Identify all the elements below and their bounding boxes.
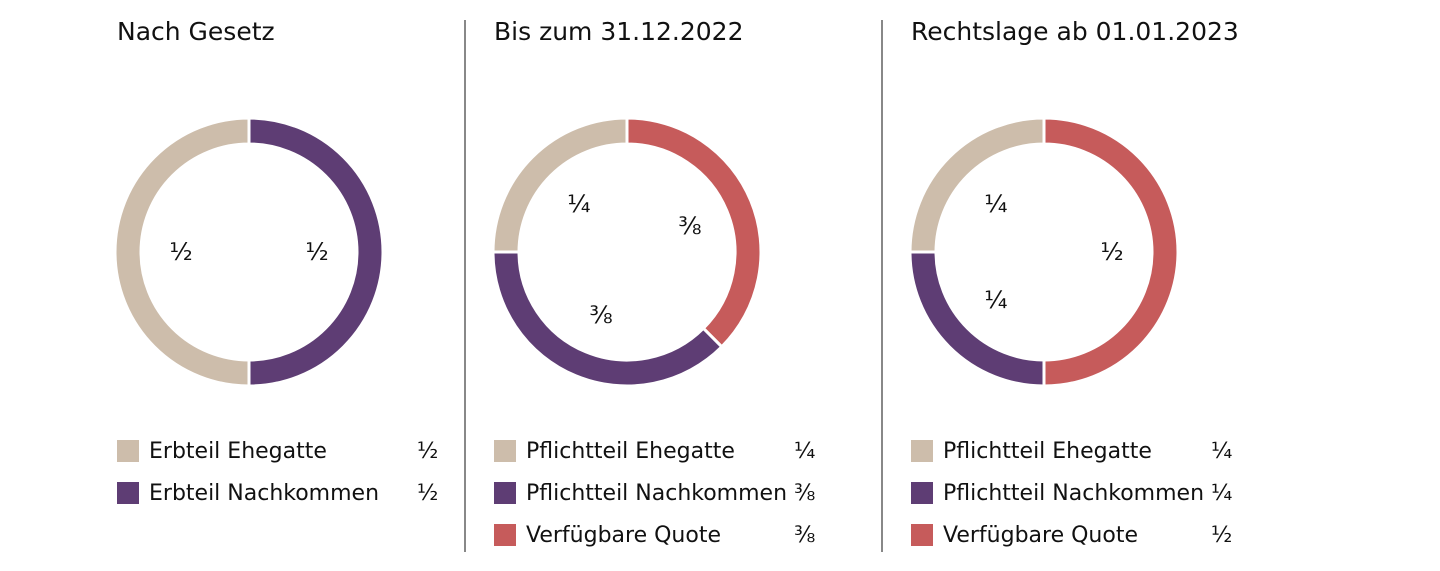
segment-label: ⅜ [678,212,701,240]
legend-swatch [117,482,139,504]
donut-chart: ½½ [113,116,385,388]
legend-swatch [911,440,933,462]
segment-label: ⅜ [589,301,612,329]
donut-segment [491,116,629,254]
legend-value: ½ [1211,522,1233,548]
donut-chart: ⅜ ⅜ ¼ [491,116,763,388]
donut-segment [908,116,1046,254]
divider [881,20,883,552]
divider [464,20,466,552]
donut-chart: ½ ¼ ¼ [908,116,1180,388]
legend-item: Erbteil Ehegatte ½ [117,430,447,472]
legend-label: Verfügbare Quote [526,522,721,548]
legend-item: Verfügbare Quote ½ [911,514,1241,556]
legend-value: ¼ [1211,480,1233,506]
legend-label: Pflichtteil Nachkommen [943,480,1205,506]
legend-item: Pflichtteil Ehegatte ¼ [911,430,1241,472]
legend-label: Erbteil Nachkommen [149,480,380,506]
legend: Pflichtteil Ehegatte ¼ Pflichtteil Nachk… [911,430,1241,556]
legend-swatch [494,482,516,504]
legend-value: ½ [417,480,439,506]
legend-swatch [494,440,516,462]
legend-value: ⅜ [794,480,816,506]
segment-label: ¼ [567,190,590,218]
segment-label: ½ [305,238,328,266]
donut-segment [113,116,251,388]
legend-swatch [494,524,516,546]
legend-swatch [911,482,933,504]
legend-item: Erbteil Nachkommen ½ [117,472,447,514]
legend-value: ⅜ [794,522,816,548]
segment-label: ½ [169,238,192,266]
segment-label: ½ [1100,238,1123,266]
legend: Pflichtteil Ehegatte ¼ Pflichtteil Nachk… [494,430,824,556]
chart-title: Nach Gesetz [117,17,275,46]
legend-item: Verfügbare Quote ⅜ [494,514,824,556]
chart-title: Rechtslage ab 01.01.2023 [911,17,1239,46]
legend-label: Erbteil Ehegatte [149,438,327,464]
legend-label: Pflichtteil Ehegatte [943,438,1152,464]
legend-value: ¼ [1211,438,1233,464]
legend-label: Pflichtteil Ehegatte [526,438,735,464]
segment-label: ¼ [984,190,1007,218]
legend-item: Pflichtteil Ehegatte ¼ [494,430,824,472]
legend-value: ½ [417,438,439,464]
legend-swatch [911,524,933,546]
chart-title: Bis zum 31.12.2022 [494,17,744,46]
legend-item: Pflichtteil Nachkommen ⅜ [494,472,824,514]
legend: Erbteil Ehegatte ½ Erbteil Nachkommen ½ [117,430,447,514]
legend-label: Verfügbare Quote [943,522,1138,548]
legend-value: ¼ [794,438,816,464]
legend-label: Pflichtteil Nachkommen [526,480,788,506]
donut-segment [908,250,1046,388]
legend-item: Pflichtteil Nachkommen ¼ [911,472,1241,514]
legend-swatch [117,440,139,462]
segment-label: ¼ [984,286,1007,314]
